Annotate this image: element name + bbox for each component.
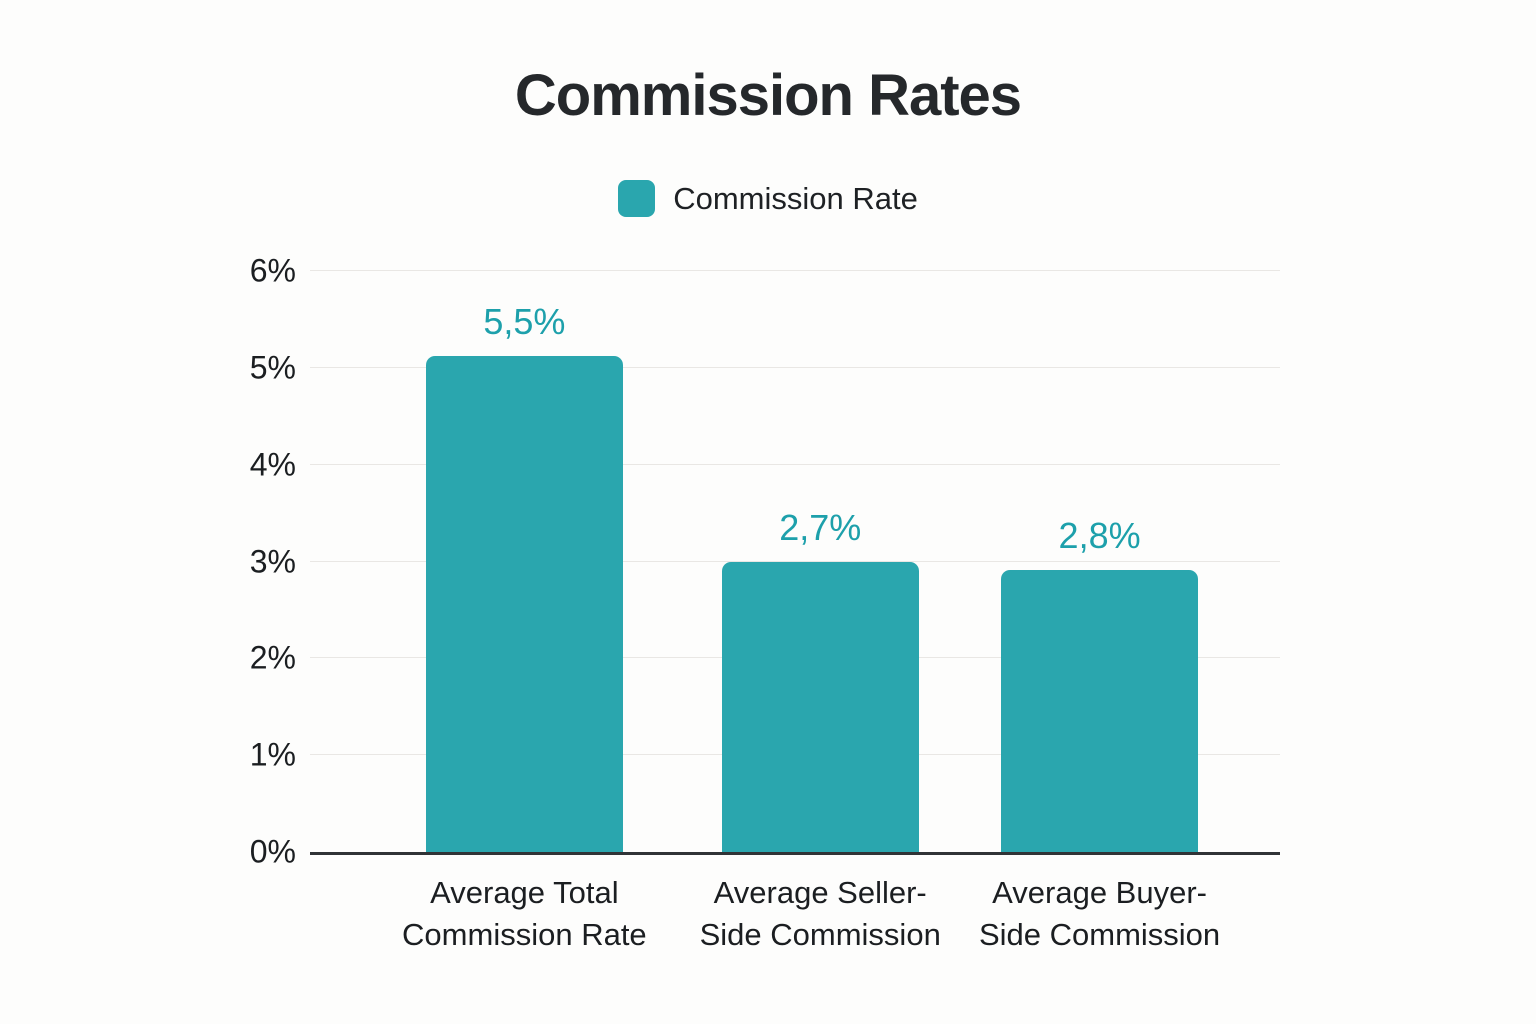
legend: Commission Rate [0,180,1536,217]
bar-value-label: 2,7% [779,506,862,548]
y-tick-label: 5% [249,349,296,386]
bar-value-label: 2,8% [1058,515,1141,557]
bar-value-label: 5,5% [483,301,566,343]
legend-swatch-icon [618,180,656,217]
bar-3 [1001,570,1199,852]
y-tick-label: 2% [249,639,296,676]
x-category-label: Average Seller- Side Commission [699,875,941,952]
chart-title: Commission Rates [514,63,1022,128]
legend-label: Commission Rate [673,180,918,216]
y-tick-label: 1% [249,736,296,773]
gridline [310,560,1280,562]
plot-area: 5,5% 2,7% 2,8% [310,270,1280,855]
legend-item: Commission Rate [618,180,918,217]
bar-1 [425,356,623,852]
bar-2 [721,561,919,852]
x-category-label: Average Buyer- Side Commission [978,875,1221,952]
y-tick-label: 3% [249,543,296,579]
y-tick-label: 4% [249,446,296,483]
x-category-label: Average Total Commission Rate [402,875,647,952]
gridline [310,366,1280,368]
y-tick-label: 6% [249,252,296,289]
gridline [310,270,1280,271]
gridline [310,463,1280,465]
y-tick-label: 0% [249,833,296,870]
